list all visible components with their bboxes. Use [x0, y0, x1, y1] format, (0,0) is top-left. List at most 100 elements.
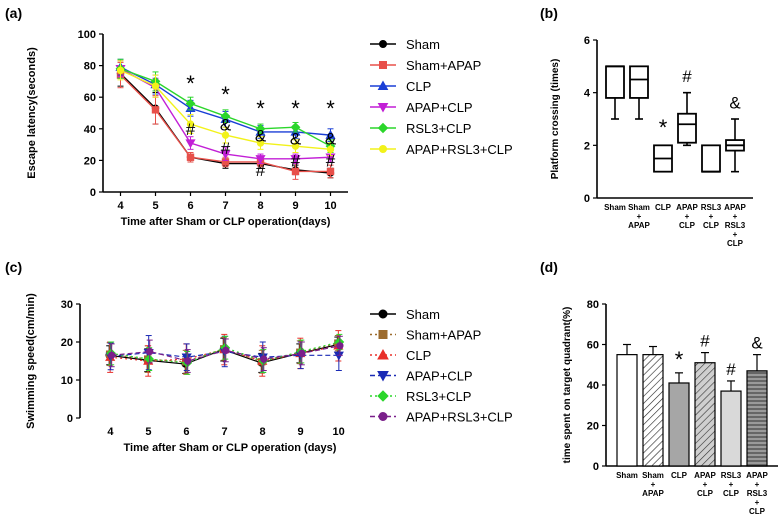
data-point: [298, 349, 306, 358]
box-plot: [653, 144, 673, 173]
significance-mark: *: [221, 82, 230, 107]
data-point: [151, 82, 160, 90]
y-tick-label: 0: [593, 461, 599, 473]
x-tick-label: 7: [221, 426, 227, 438]
legend-entry: APAP+RSL3+CLP: [370, 410, 513, 425]
x-tick-label: 5: [145, 426, 151, 438]
category-label-line: CLP: [655, 203, 672, 212]
legend-marker: [377, 103, 389, 113]
category-label-line: CLP: [727, 239, 744, 248]
y-tick-label: 6: [584, 35, 590, 47]
data-point: [325, 129, 336, 139]
legend-label: RSL3+CLP: [406, 389, 471, 404]
y-tick-label: 10: [61, 375, 73, 387]
legend-marker: [379, 61, 387, 69]
significance-mark: *: [186, 71, 195, 96]
bar: [616, 354, 638, 467]
category-label-line: +: [733, 230, 738, 239]
data-point: [220, 150, 231, 160]
category-label-line: RSL3: [701, 203, 722, 212]
significance-mark: #: [186, 120, 196, 139]
data-point: [221, 131, 230, 139]
x-tick-label: 6: [187, 200, 193, 212]
significance-mark: #: [682, 67, 692, 86]
x-tick-label: 8: [257, 200, 263, 212]
box-plot: [677, 91, 697, 147]
bar-group: [694, 352, 716, 467]
significance-mark: *: [675, 347, 684, 372]
legend-label: Sham+APAP: [406, 328, 481, 343]
y-tick-label: 60: [587, 340, 599, 352]
significance-mark: *: [291, 96, 300, 121]
legend-entry: CLP: [370, 79, 431, 94]
significance-mark: #: [221, 139, 231, 158]
data-point: [116, 66, 125, 75]
box-plot: [701, 144, 721, 173]
box: [605, 65, 625, 99]
category-label-line: Sham: [642, 471, 664, 480]
data-point: [290, 122, 301, 133]
y-tick-label: 40: [587, 380, 599, 392]
significance-mark: #: [326, 152, 336, 171]
legend-marker: [378, 330, 388, 339]
category-label-line: RSL3: [721, 471, 742, 480]
legend-label: APAP+RSL3+CLP: [406, 142, 513, 157]
legend-label: Sham+APAP: [406, 58, 481, 73]
y-tick-label: 100: [78, 29, 96, 41]
data-point: [185, 98, 196, 109]
data-point: [291, 142, 300, 150]
category-label-line: CLP: [679, 221, 696, 230]
data-point: [255, 155, 266, 165]
y-axis-label: Swimming speed(cm/min): [25, 293, 37, 429]
y-tick-label: 80: [587, 299, 599, 311]
category-label: CLP: [655, 203, 672, 212]
y-tick-label: 40: [84, 124, 96, 136]
panel-d: (d) 0 20 40 60 80 time spent on target quadran…: [540, 259, 778, 516]
category-label-line: APAP: [724, 203, 746, 212]
panel-a: (a) 0 20 40 60 80 100 4 5 6 7 8 9 10 Time after Sham o…: [5, 5, 513, 228]
significance-mark: &: [325, 130, 337, 149]
category-label-line: APAP: [694, 471, 716, 480]
bar: [694, 362, 716, 467]
y-tick-label: 30: [61, 299, 73, 311]
box: [677, 112, 697, 144]
significance-mark: *: [256, 96, 265, 121]
bar-group: [668, 372, 690, 467]
bar-group: [720, 380, 742, 467]
x-tick-label: 10: [332, 426, 344, 438]
data-point: [151, 106, 160, 114]
y-axis-label: time spent on target quadrant(%): [562, 307, 573, 464]
legend-label: CLP: [406, 348, 431, 363]
legend-marker: [378, 309, 388, 319]
x-tick-label: 4: [107, 426, 114, 438]
category-label-line: Sham: [616, 471, 638, 480]
legend-entry: Sham: [370, 307, 440, 322]
data-point: [186, 120, 195, 128]
panel-label: (b): [540, 5, 558, 21]
data-point: [184, 357, 192, 365]
legend-marker: [379, 40, 387, 48]
box: [701, 144, 721, 173]
category-label: RSL3 + CLP: [701, 203, 722, 230]
legend-entry: RSL3+CLP: [370, 389, 471, 404]
y-tick-label: 4: [584, 88, 591, 100]
legend-marker: [379, 145, 387, 153]
y-tick-label: 20: [84, 155, 96, 167]
category-label-line: +: [651, 480, 656, 489]
category-label-line: +: [685, 212, 690, 221]
data-point: [146, 347, 154, 356]
data-point: [107, 351, 116, 359]
x-tick-label: 6: [183, 426, 189, 438]
category-label: Sham: [616, 471, 638, 480]
data-point: [255, 123, 266, 134]
category-label-line: CLP: [671, 471, 688, 480]
category-label: Sham + APAP: [642, 471, 664, 498]
y-tick-label: 0: [90, 187, 96, 199]
panel-label: (c): [5, 259, 22, 275]
bar-group: [746, 354, 768, 467]
y-axis-label: Platform crossing (times): [550, 59, 561, 180]
category-label-line: RSL3: [747, 489, 768, 498]
legend-marker: [377, 348, 389, 360]
data-point: [326, 167, 335, 176]
